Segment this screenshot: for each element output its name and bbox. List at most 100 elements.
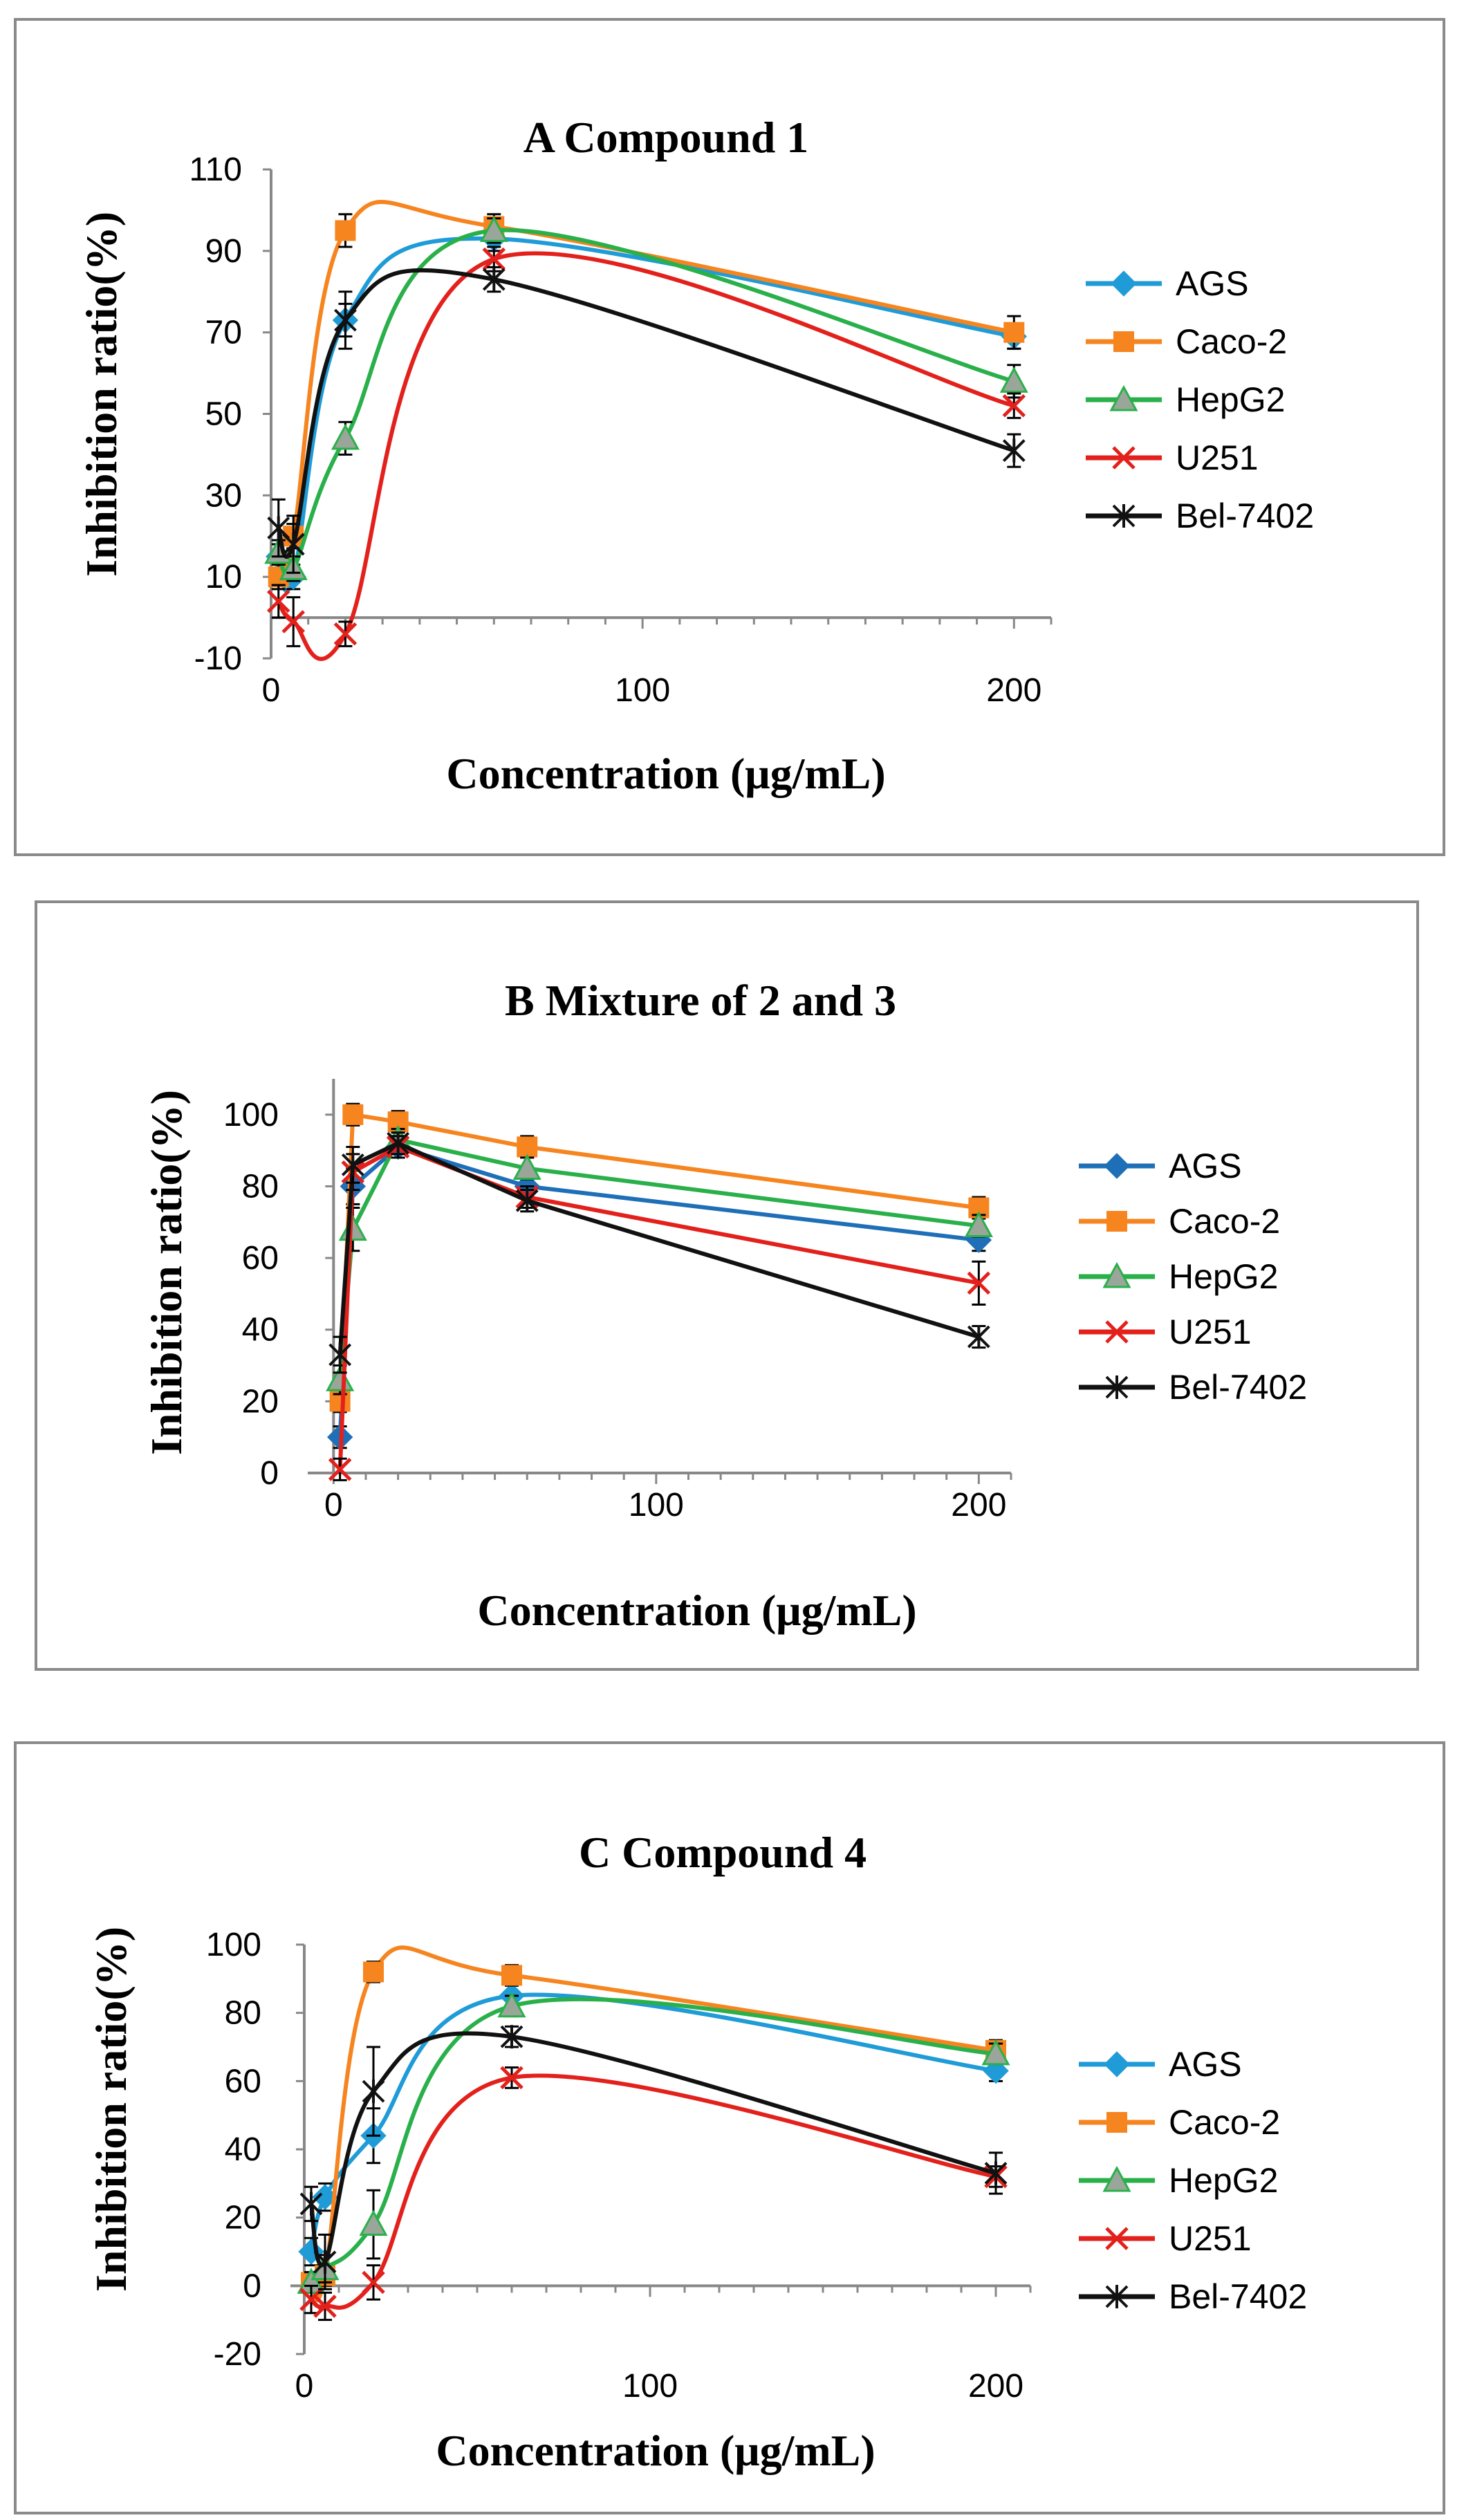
panel-c-legend-caco-2-label: Caco-2	[1169, 2103, 1280, 2142]
panel-a-legend-u251-label: U251	[1176, 438, 1259, 477]
panel-b-y-tick-label: 20	[242, 1383, 279, 1420]
panel-c-legend-ags-label: AGS	[1169, 2045, 1242, 2084]
panel-c-legend-bel-7402-marker	[1105, 2285, 1129, 2308]
panel-a-legend-bel-7402: Bel-7402	[1086, 497, 1314, 535]
panel-b-legend-hepg2: HepG2	[1079, 1257, 1278, 1296]
panel-b-series-bel-7402	[328, 1131, 990, 1374]
panel-a-legend-u251: U251	[1086, 438, 1259, 477]
panel-c-y-tick-label: 0	[243, 2268, 261, 2304]
panel-c-series-bel-7402-point	[299, 2192, 323, 2216]
panel-c-series-u251	[299, 2066, 1008, 2322]
panel-b-frame	[35, 900, 1419, 1671]
panel-c: C Compound 4 Inhibition ratio(%) Concent…	[14, 1741, 1445, 2514]
panel-a-legend-hepg2: HepG2	[1086, 380, 1285, 419]
panel-c-series-u251-point	[362, 2270, 385, 2295]
panel-b-series-bel-7402-point	[328, 1343, 352, 1366]
panel-c-series-caco-2-point	[363, 1961, 384, 1983]
panel-b-title: B Mixture of 2 and 3	[505, 976, 896, 1025]
panel-c-legend-hepg2-label: HepG2	[1169, 2161, 1278, 2200]
panel-a-y-tick-label: 30	[205, 477, 242, 514]
panel-b-y-tick-label: 60	[242, 1240, 279, 1277]
panel-c-series-hepg2-point	[497, 1991, 526, 2018]
panel-b-y-tick-label: 100	[223, 1097, 279, 1133]
panel-a-legend-caco-2-marker	[1113, 331, 1134, 352]
panel-c-legend-u251-marker	[1105, 2227, 1129, 2250]
panel-b-series-u251-point	[967, 1271, 991, 1295]
panel-c-x-tick-label: 100	[622, 2368, 678, 2405]
panel-b-legend-u251: U251	[1079, 1313, 1252, 1351]
panel-a-y-tick-label: 50	[205, 396, 242, 433]
panel-c-legend-bel-7402-label: Bel-7402	[1169, 2277, 1307, 2316]
panel-a-legend-hepg2-marker	[1109, 385, 1138, 411]
panel-c-y-tick-label: 40	[225, 2131, 261, 2168]
panel-c-legend-hepg2: HepG2	[1079, 2161, 1278, 2200]
panel-c-title: C Compound 4	[579, 1828, 867, 1877]
panel-b-x-axis-title: Concentration (μg/mL)	[477, 1586, 916, 1635]
panel-c-x-tick-label: 200	[968, 2368, 1023, 2405]
panel-b-series-bel-7402-point	[387, 1131, 410, 1156]
panel-a-series-u251-line	[276, 251, 1017, 661]
panel-c-legend-ags-marker	[1104, 2051, 1130, 2077]
panel-c-series-bel-7402-point	[500, 2025, 523, 2049]
panel-c-series-u251-point	[313, 2295, 337, 2318]
panel-c-series-hepg2-point	[359, 2209, 388, 2236]
panel-a-legend-hepg2-label: HepG2	[1176, 380, 1285, 419]
panel-a-x-tick-label: 200	[986, 672, 1041, 709]
panel-a-y-tick-label: 90	[205, 233, 242, 270]
panel-a-frame	[14, 18, 1445, 856]
panel-c-series-caco-2-point	[501, 1965, 522, 1986]
panel-b-legend-bel-7402-label: Bel-7402	[1169, 1368, 1307, 1407]
panel-c-series-bel-7402-point	[362, 2079, 385, 2104]
panel-b-y-axis-title: Inhibition ratio(%)	[142, 1090, 191, 1455]
panel-b-series-hepg2-point	[326, 1365, 355, 1391]
panel-a-title: A Compound 1	[523, 113, 809, 162]
panel-a: A Compound 1 Inhibition ratio(%) Concent…	[14, 18, 1445, 856]
panel-a-series-u251-point	[266, 589, 290, 613]
panel-a-y-tick-label: -10	[194, 640, 242, 677]
panel-c-y-tick-label: 100	[206, 1927, 261, 1963]
panel-c-series-hepg2-point	[981, 2039, 1010, 2066]
panel-a-y-tick-label: 10	[205, 559, 242, 595]
panel-a-legend-bel-7402-label: Bel-7402	[1176, 497, 1314, 535]
panel-b-legend-ags-label: AGS	[1169, 1147, 1242, 1185]
panel-a-legend-bel-7402-marker	[1112, 504, 1136, 528]
panel-c-legend-u251-label: U251	[1169, 2219, 1252, 2258]
panel-a-y-axis-title: Inhibition ratio(%)	[77, 212, 126, 577]
panel-a-x-axis-title: Concentration (μg/mL)	[446, 749, 885, 798]
panel-b-x-tick-label: 100	[629, 1487, 684, 1523]
panel-c-series-u251-point	[500, 2066, 523, 2090]
panel-c-y-tick-label: 20	[225, 2200, 261, 2236]
panel-a-y-tick-label: 110	[189, 151, 242, 188]
panel-c-legend-caco-2-marker	[1106, 2112, 1127, 2133]
panel-b-series-bel-7402-point	[341, 1153, 364, 1177]
panel-b-legend-hepg2-label: HepG2	[1169, 1257, 1278, 1296]
panel-c-y-tick-label: 80	[225, 1995, 261, 2032]
panel-a-series-hepg2-point	[331, 423, 360, 450]
panel-b: B Mixture of 2 and 3 Inhibition ratio(%)…	[35, 900, 1419, 1671]
panel-b-x-tick-label: 200	[951, 1487, 1006, 1523]
panel-b-legend-bel-7402: Bel-7402	[1079, 1368, 1307, 1407]
panel-a-y-tick-label: 70	[205, 315, 242, 351]
panel-b-series-hepg2-point	[512, 1154, 541, 1180]
panel-b-series-bel-7402-point	[515, 1189, 539, 1213]
panel-a-series-hepg2-point	[999, 367, 1028, 393]
panel-c-x-axis-title: Concentration (μg/mL)	[436, 2426, 875, 2475]
panel-c-series-bel-7402-point	[313, 2250, 337, 2274]
panel-c-legend-u251: U251	[1079, 2219, 1252, 2258]
panel-a-series-u251-point	[281, 610, 305, 633]
panel-b-y-tick-label: 0	[260, 1455, 279, 1492]
panel-a-series-bel-7402	[267, 266, 1026, 574]
panel-b-legend-ags: AGS	[1079, 1147, 1242, 1185]
panel-c-legend-caco-2: Caco-2	[1079, 2103, 1280, 2142]
panel-a-series-bel-7402-point	[482, 268, 506, 292]
panel-b-legend-caco-2-marker	[1106, 1211, 1127, 1232]
panel-b-legend-bel-7402-marker	[1105, 1375, 1129, 1399]
panel-a-series-caco-2-point	[1003, 322, 1025, 343]
panel-c-y-tick-label: -20	[214, 2336, 261, 2373]
panel-a-legend-caco-2-label: Caco-2	[1176, 322, 1287, 361]
panel-a-legend-ags: AGS	[1086, 264, 1249, 303]
panel-b-series-u251-point	[328, 1458, 352, 1481]
panel-a-series-caco-2-point	[335, 220, 356, 241]
panel-c-legend-hepg2-marker	[1102, 2165, 1131, 2192]
panel-c-series-u251-line	[309, 2073, 998, 2310]
